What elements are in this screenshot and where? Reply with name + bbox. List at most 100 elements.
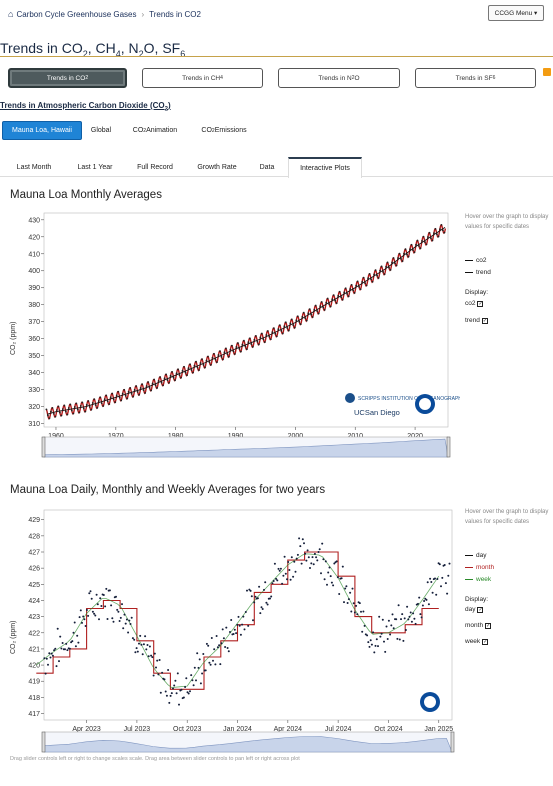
day-point [235,632,238,635]
data-point [260,332,263,335]
day-point [253,601,256,604]
data-point [186,374,188,377]
day-point [404,629,407,631]
tab-global[interactable]: Global [90,127,112,134]
x-tick-label: Apr 2023 [72,726,101,733]
series-trend-line [46,227,446,415]
chart2-display-day[interactable]: day ✓ [465,606,484,613]
tab-co2-emissions[interactable]: CO 2 Emissions [201,127,247,134]
data-point [211,356,214,359]
breadcrumb-home-link[interactable]: Carbon Cycle Greenhouse Gases [16,9,137,19]
data-point [365,284,368,287]
day-point [133,638,136,641]
ucsd-logo: UCSan Diego [354,408,400,417]
data-point [440,224,443,226]
checkbox-icon[interactable]: ✓ [481,317,488,324]
data-point [326,297,329,300]
day-point [271,582,274,585]
home-icon[interactable]: ⌂ [8,9,14,19]
data-point [280,330,283,332]
noaa-logo-inner [419,398,431,410]
data-point [106,400,109,403]
data-point [160,381,163,384]
tab-trends-sf6[interactable]: Trends in SF 6 [415,68,536,88]
data-point [415,243,417,246]
tab-full-record[interactable]: Full Record [137,163,173,171]
data-point [437,235,440,238]
data-point [229,348,232,351]
day-point [215,635,218,637]
day-point [96,603,99,606]
day-point [289,578,292,581]
tab-mauna-loa[interactable]: Mauna Loa, Hawaii [2,121,82,140]
checkbox-icon[interactable]: ✓ [482,638,489,645]
day-point [386,638,389,640]
chart2-plot[interactable]: 417 418 419 420 421 422 423 424 425 426 427 428 429 A… [0,500,460,758]
day-point [142,643,145,646]
day-point [164,690,167,693]
tab-last-1-year[interactable]: Last 1 Year [77,163,113,171]
tab-interactive-plots[interactable]: Interactive Plots [288,157,362,178]
tab-data[interactable]: Data [259,163,275,171]
data-point [296,315,299,318]
data-point [424,241,426,243]
data-point [347,295,350,298]
x-tick-label: 2000 [288,433,304,440]
data-point [361,280,364,283]
tab-co2-animation[interactable]: CO 2 Animation [132,127,178,134]
day-point [59,635,62,638]
data-point [171,370,173,373]
ccgg-menu-button[interactable]: CCGG Menu ▾ [488,5,544,21]
day-point [140,643,143,646]
chart2-display-month[interactable]: month ✓ [465,622,492,629]
day-point [56,627,59,630]
day-point [76,634,79,637]
day-point [243,628,246,631]
checkbox-icon[interactable]: ✓ [485,622,492,629]
data-point [243,339,245,342]
navigator-left-handle [41,731,46,753]
y-tick-label: 380 [28,302,40,309]
day-point [244,611,247,613]
day-point [53,649,56,652]
data-point [346,292,349,295]
data-point [430,237,432,240]
tab-growth-rate[interactable]: Growth Rate [197,163,237,171]
y-tick-label: 429 [28,517,40,524]
data-point [364,282,367,285]
day-point [58,660,60,663]
tab-trends-co2[interactable]: Trends in CO 2 [8,68,127,88]
tab-last-month[interactable]: Last Month [16,163,52,171]
y-tick-label: 427 [28,550,40,557]
day-point [389,633,392,636]
chart2-display-week[interactable]: week ✓ [465,638,489,645]
data-point [49,410,52,413]
chart1-display-trend[interactable]: trend ✓ [465,317,488,324]
day-point [418,596,421,599]
checkbox-icon[interactable]: ✓ [477,606,484,613]
day-point [300,562,303,565]
chart2-legend-day: day [465,552,486,559]
data-point [382,271,384,273]
chart1-plot[interactable]: 310 320 330 340 350 360 370 380 390 400 410 420 430 1… [0,205,460,467]
x-tick-label: 2020 [407,433,423,440]
data-point [442,229,444,232]
rss-icon[interactable] [543,68,551,76]
day-point [362,610,365,613]
data-point [329,305,332,308]
day-point [409,611,412,614]
y-tick-label: 425 [28,582,40,589]
data-point [93,398,96,401]
day-point [125,618,128,621]
day-point [304,552,307,555]
day-point [89,590,92,593]
day-point [281,582,284,585]
chart1-display-co2[interactable]: co2 ✓ [465,300,484,307]
tab-trends-ch4[interactable]: Trends in CH 4 [142,68,263,88]
checkbox-icon[interactable]: ✓ [477,300,484,307]
day-point [431,591,434,594]
x-tick-label: Oct 2023 [173,726,202,733]
day-point [363,624,366,627]
day-point [290,556,293,559]
